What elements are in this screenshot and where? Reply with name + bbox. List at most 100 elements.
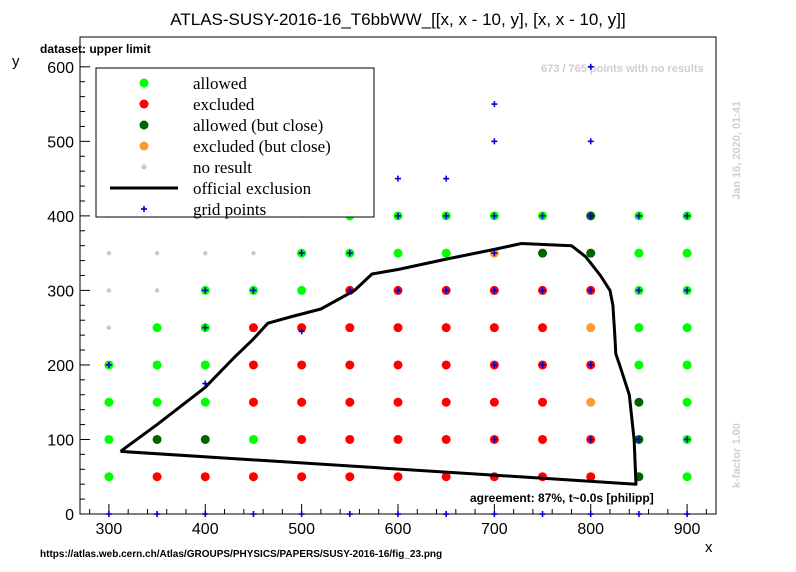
legend-label: excluded (193, 95, 255, 114)
grid-point (395, 511, 401, 517)
grid-point (443, 175, 450, 182)
grid-point (684, 436, 691, 443)
point-excluded (441, 360, 451, 370)
x-tick-label: 700 (481, 521, 508, 538)
x-axis-label: x (705, 539, 713, 556)
grid-point (443, 212, 450, 219)
legend-marker-swatch (141, 164, 147, 170)
grid-point (539, 212, 546, 219)
point-excluded (393, 434, 403, 444)
point-excluded (538, 397, 548, 407)
point-excluded (345, 397, 355, 407)
grid-point (539, 287, 546, 294)
y-axis-label: y (12, 53, 20, 70)
legend-label: allowed (but close) (193, 116, 323, 135)
x-tick-label: 300 (96, 521, 123, 538)
grid-point (443, 287, 450, 294)
point-no-result (106, 250, 112, 256)
grid-point (491, 511, 498, 517)
grid-point (635, 436, 642, 443)
point-allowed (104, 397, 114, 407)
point-allowed-close (538, 248, 548, 258)
point-excluded (248, 323, 258, 333)
grid-point (587, 212, 594, 219)
legend-label: no result (193, 158, 252, 177)
y-tick-label: 100 (47, 432, 74, 449)
legend-entry-allowed-close: allowed (but close) (139, 116, 323, 135)
point-excluded (489, 397, 499, 407)
point-allowed (682, 323, 692, 333)
grid-point (491, 101, 498, 108)
point-allowed (104, 472, 114, 482)
point-allowed-close (200, 434, 210, 444)
point-excluded (248, 397, 258, 407)
x-tick-label: 900 (674, 521, 701, 538)
point-excluded (345, 472, 355, 482)
grid-point (346, 287, 353, 294)
grid-point (202, 511, 209, 517)
source-url: https://atlas.web.cern.ch/Atlas/GROUPS/P… (40, 549, 443, 560)
grid-point (635, 511, 642, 517)
dataset-label: dataset: upper limit (40, 42, 151, 56)
grid-point (491, 287, 498, 294)
y-tick-label: 600 (47, 60, 74, 77)
grid-point (635, 212, 642, 219)
point-allowed (200, 360, 210, 370)
legend-entry-excluded-close: excluded (but close) (139, 137, 331, 156)
legend-entry-excluded: excluded (139, 95, 255, 114)
point-excluded-close (586, 397, 596, 407)
point-allowed (200, 397, 210, 407)
point-allowed (682, 248, 692, 258)
point-no-result (203, 250, 208, 256)
grid-point (202, 287, 209, 294)
point-allowed (634, 248, 644, 258)
grid-point (491, 436, 498, 443)
x-tick-label: 800 (577, 521, 604, 538)
grid-point (587, 436, 594, 443)
grid-point (346, 511, 353, 517)
y-tick-label: 400 (47, 209, 74, 226)
grid-point (587, 511, 594, 517)
point-allowed-close (152, 434, 162, 444)
grid-point (684, 212, 691, 219)
point-allowed (152, 397, 162, 407)
point-allowed (441, 248, 451, 258)
point-excluded (441, 472, 451, 482)
no-results-note: 673 / 765 points with no results (541, 63, 704, 75)
official-exclusion-line (119, 242, 638, 486)
point-excluded (489, 323, 499, 333)
grid-point (395, 287, 401, 294)
grid-point (539, 511, 546, 517)
point-allowed (682, 397, 692, 407)
legend-entry-official-exclusion: official exclusion (110, 179, 312, 198)
grid-point (491, 361, 498, 368)
chart-title: ATLAS-SUSY-2016-16_T6bbWW_[[x, x - 10, y… (170, 10, 626, 29)
legend-marker-swatch (139, 78, 149, 88)
grid-point (587, 287, 594, 294)
point-excluded (248, 472, 258, 482)
legend-label: excluded (but close) (193, 137, 331, 156)
point-excluded (441, 323, 451, 333)
point-excluded (297, 323, 307, 333)
grid-point (298, 250, 305, 257)
grid-point (635, 287, 642, 294)
point-excluded (538, 323, 548, 333)
point-allowed (248, 434, 258, 444)
point-excluded (297, 434, 307, 444)
grid-point (395, 175, 401, 182)
grid-point (250, 511, 257, 517)
point-excluded (248, 360, 258, 370)
grid-point (684, 287, 691, 294)
legend-entry-grid-points: grid points (141, 200, 266, 219)
x-tick-label: 400 (192, 521, 219, 538)
grid-point (154, 511, 161, 517)
grid-point (298, 511, 305, 517)
grid-point (346, 250, 353, 257)
grid-point (395, 212, 401, 219)
y-tick-label: 300 (47, 283, 74, 300)
grid-point (202, 324, 209, 331)
point-excluded-close (586, 323, 596, 333)
point-excluded (200, 472, 210, 482)
point-allowed-close (634, 397, 644, 407)
